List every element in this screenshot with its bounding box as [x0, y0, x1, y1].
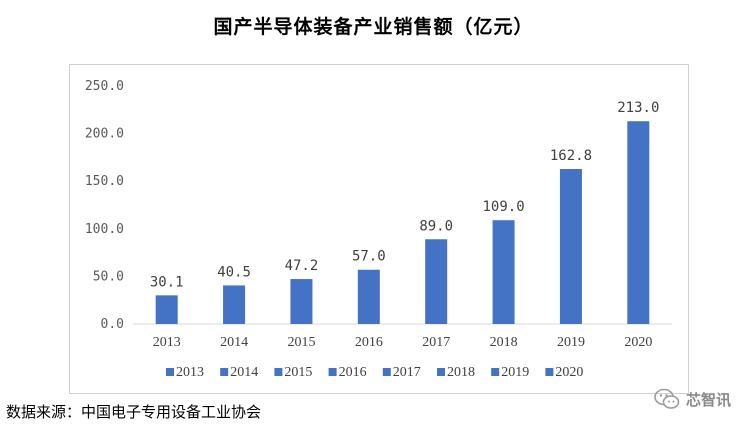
bar-2020 [627, 121, 650, 324]
bar-2016 [357, 269, 380, 324]
data-label-2018: 109.0 [482, 199, 524, 215]
legend-label: 2019 [501, 365, 529, 380]
watermark: 芯智讯 [654, 388, 731, 410]
y-tick-label: 50.0 [93, 269, 124, 284]
x-category-label: 2013 [153, 335, 181, 350]
legend-swatch [274, 368, 283, 376]
legend: 2013 2014 2015 2016 2017 2018 2019 2020 [166, 365, 583, 380]
legend-swatch [491, 368, 500, 376]
watermark-text: 芯智讯 [685, 390, 731, 409]
y-tick-label: 250.0 [85, 79, 124, 94]
data-label-2015: 47.2 [285, 258, 319, 274]
legend-label: 2015 [284, 365, 312, 380]
legend-swatch [545, 368, 554, 376]
x-category-label: 2014 [220, 335, 248, 350]
legend-label: 2016 [339, 365, 367, 380]
legend-swatch [437, 368, 445, 376]
x-category-label: 2019 [557, 335, 585, 350]
x-category-label: 2018 [490, 335, 518, 350]
legend-swatch [166, 368, 174, 376]
x-category-label: 2020 [624, 335, 652, 350]
x-axis-categories: 2013 2014 2015 2016 2017 2018 2019 2020 [153, 335, 653, 350]
bar-2015 [290, 279, 313, 324]
bar-2018 [492, 220, 515, 324]
legend-swatch [328, 368, 337, 376]
chart-title: 国产半导体装备产业销售额（亿元） [213, 16, 534, 38]
y-axis-ticks: 0.0 50.0 100.0 150.0 200.0 250.0 [85, 79, 124, 332]
data-label-2016: 57.0 [352, 249, 386, 265]
bar-2019 [559, 169, 582, 324]
y-tick-label: 200.0 [85, 127, 124, 142]
legend-swatch [220, 368, 229, 376]
legend-label: 2013 [176, 365, 204, 380]
data-label-2020: 213.0 [617, 100, 659, 116]
bar-2017 [425, 239, 448, 324]
bars [155, 121, 650, 324]
legend-swatch [382, 368, 391, 376]
plot-frame [69, 64, 689, 394]
x-category-label: 2016 [355, 335, 383, 350]
legend-label: 2018 [447, 365, 475, 380]
bar-2013 [155, 295, 178, 324]
data-label-2019: 162.8 [550, 148, 592, 164]
legend-label: 2014 [230, 365, 258, 380]
data-label-2014: 40.5 [217, 264, 251, 280]
data-label-2017: 89.0 [419, 218, 453, 234]
data-labels: 30.1 40.5 47.2 57.0 89.0 109.0 162.8 213.0 [150, 100, 660, 290]
legend-label: 2020 [555, 365, 583, 380]
x-category-label: 2015 [287, 335, 315, 350]
wechat-icon [654, 388, 680, 409]
y-tick-label: 0.0 [101, 317, 124, 332]
x-category-label: 2017 [422, 335, 450, 350]
data-label-2013: 30.1 [150, 274, 184, 290]
bar-2014 [223, 285, 246, 324]
source-note: 数据来源：中国电子专用设备工业协会 [6, 403, 262, 421]
legend-label: 2017 [393, 365, 421, 380]
y-tick-label: 150.0 [85, 174, 124, 189]
y-tick-label: 100.0 [85, 222, 124, 237]
